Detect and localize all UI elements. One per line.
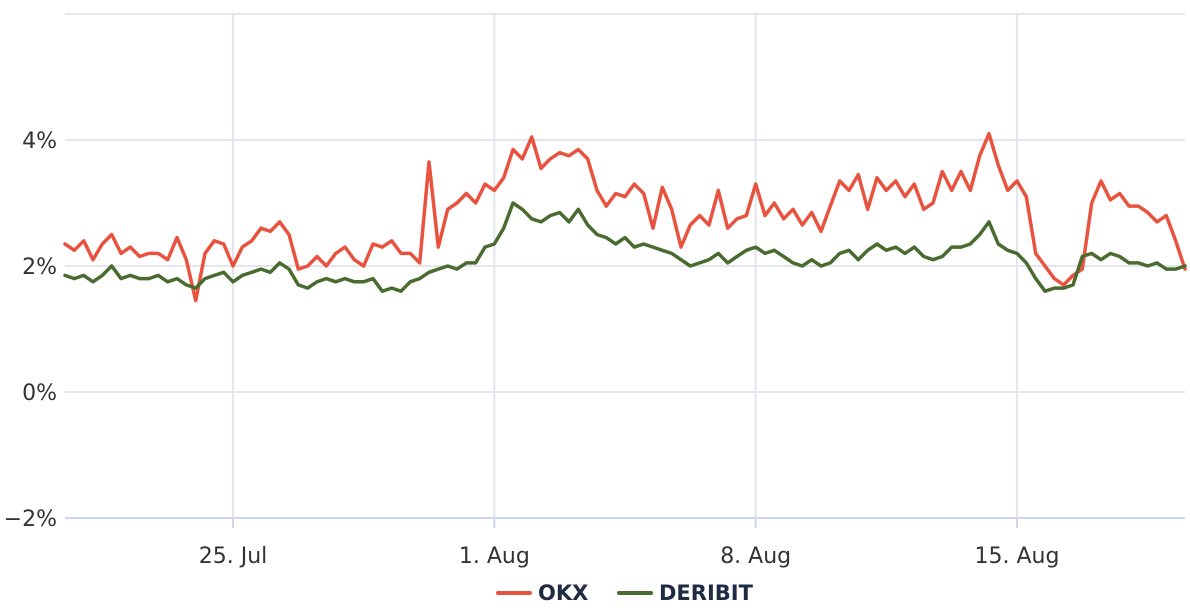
x-tick-label: 8. Aug bbox=[720, 544, 791, 569]
x-tick-label: 25. Jul bbox=[199, 544, 268, 569]
y-tick-label: −2% bbox=[4, 507, 57, 532]
legend: OKX DERIBIT bbox=[496, 581, 754, 605]
grid bbox=[65, 13, 1185, 528]
x-tick-label: 15. Aug bbox=[975, 544, 1060, 569]
series-line-okx bbox=[63, 131, 1187, 303]
y-tick-label: 0% bbox=[22, 381, 57, 406]
legend-label: OKX bbox=[538, 581, 588, 605]
y-tick-label: 4% bbox=[22, 129, 57, 154]
x-tick-label: 1. Aug bbox=[459, 544, 530, 569]
y-tick-label: 2% bbox=[22, 255, 57, 280]
series-lines bbox=[63, 131, 1187, 303]
axis-tick-labels: −2% 0% 2% 4% 25. Jul 1. Aug 8. Aug 15. Aug bbox=[4, 129, 1060, 569]
legend-item-okx[interactable]: OKX bbox=[496, 581, 588, 605]
legend-label: DERIBIT bbox=[659, 581, 754, 605]
legend-item-deribit[interactable]: DERIBIT bbox=[617, 581, 754, 605]
series-line-deribit bbox=[63, 201, 1187, 293]
